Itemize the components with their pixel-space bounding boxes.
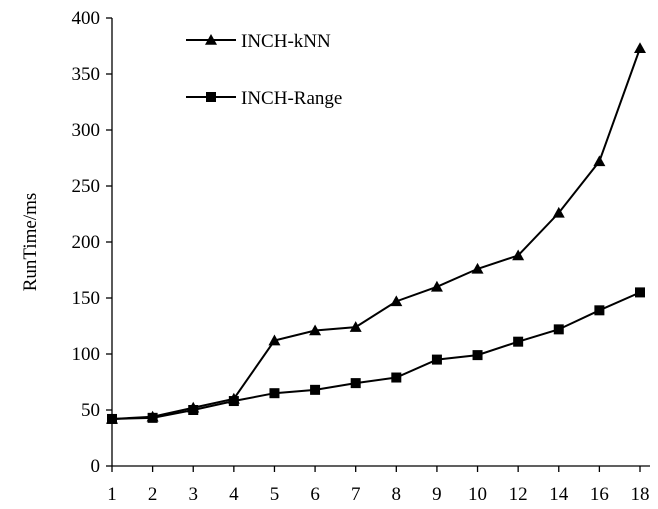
x-tick-label: 9	[432, 484, 442, 505]
y-tick-label: 100	[72, 344, 101, 365]
y-tick-label: 250	[72, 176, 101, 197]
x-tick-label: 6	[310, 484, 320, 505]
y-tick-label: 0	[91, 456, 101, 477]
data-point-knn	[349, 321, 362, 332]
data-point-knn	[512, 249, 525, 261]
data-point-knn	[390, 295, 403, 307]
series-line-inch-range	[111, 291, 641, 420]
series-line-inch-knn	[111, 47, 641, 420]
data-point-range	[513, 336, 524, 347]
data-point-range	[350, 378, 361, 389]
data-point-knn	[593, 155, 606, 167]
legend-marker	[206, 92, 216, 102]
x-tick-label: 7	[351, 484, 361, 505]
data-point-range	[147, 412, 158, 423]
data-point-range	[431, 354, 442, 365]
x-tick-label: 12	[509, 484, 528, 505]
x-tick-label: 2	[148, 484, 158, 505]
y-tick-label: 350	[72, 64, 101, 85]
data-point-range	[594, 305, 605, 316]
y-tick-label: 200	[72, 232, 101, 253]
legend-marker	[205, 34, 217, 45]
x-tick-label: 16	[590, 484, 609, 505]
data-point-knn	[552, 206, 565, 218]
data-point-range	[107, 413, 117, 424]
data-point-knn	[309, 324, 322, 336]
x-tick-label: 5	[270, 484, 280, 505]
data-point-range	[269, 388, 280, 399]
legend-label: INCH-Range	[241, 88, 342, 109]
y-tick-label: 150	[72, 288, 101, 309]
data-point-range	[228, 396, 239, 407]
x-tick-label: 10	[468, 484, 487, 505]
data-point-range	[391, 372, 402, 383]
data-point-range	[553, 324, 564, 335]
data-point-knn	[634, 42, 646, 54]
y-axis-title: RunTime/ms	[20, 193, 41, 292]
x-tick-label: 4	[229, 484, 239, 505]
x-tick-label: 14	[549, 484, 569, 505]
data-point-knn	[268, 334, 281, 346]
data-point-range	[188, 405, 199, 415]
x-tick-label: 8	[392, 484, 402, 505]
data-point-knn	[471, 262, 484, 274]
legend-label: INCH-kNN	[241, 31, 331, 52]
y-tick-label: 300	[72, 120, 101, 141]
x-tick-label: 18	[631, 484, 650, 505]
x-tick-label: 3	[188, 484, 198, 505]
data-point-range	[635, 287, 645, 298]
y-tick-label: 50	[81, 400, 100, 421]
data-point-range	[310, 384, 321, 395]
data-point-range	[472, 350, 483, 361]
x-tick-label: 1	[107, 484, 117, 505]
data-point-knn	[430, 280, 443, 292]
y-tick-label: 400	[72, 8, 101, 29]
